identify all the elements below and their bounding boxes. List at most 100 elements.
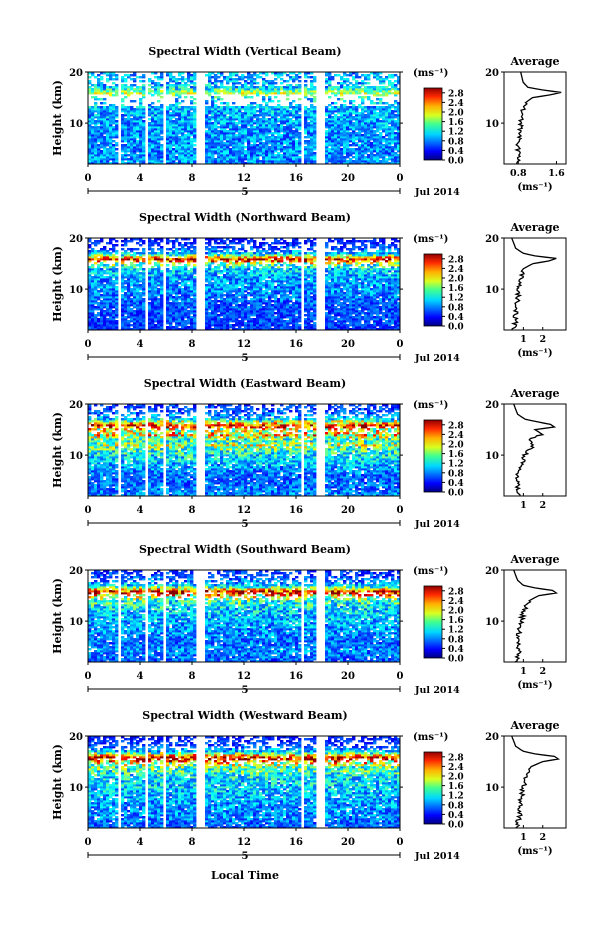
heatmap-cell [91,152,95,155]
heatmap-cell [277,162,281,165]
heatmap-cell [217,268,221,271]
heatmap-cell [100,274,104,277]
heatmap-cell [157,248,161,251]
heatmap-cell [379,150,383,153]
heatmap-cell [340,126,344,129]
heatmap-cell [148,140,152,143]
heatmap-cell [331,108,335,111]
heatmap-cell [340,76,344,79]
heatmap-cell [226,102,230,105]
heatmap-cell [385,126,389,129]
heatmap-cell [274,96,278,99]
heatmap-cell [166,276,170,279]
heatmap-cell [193,138,197,141]
heatmap-cell [133,260,137,263]
heatmap-cell [208,92,212,95]
heatmap-cell [349,88,353,91]
heatmap-cell [109,154,113,157]
heatmap-cell [178,276,182,279]
heatmap-cell [175,308,179,311]
heatmap-cell [391,74,395,77]
heatmap-cell [334,130,338,133]
heatmap-cell [397,90,401,93]
heatmap-cell [151,140,155,143]
heatmap-cell [367,146,371,149]
heatmap-cell [304,114,308,117]
heatmap-cell [178,140,182,143]
heatmap-cell [214,140,218,143]
heatmap-cell [334,148,338,151]
heatmap-cell [313,116,317,119]
heatmap-cell [193,102,197,105]
heatmap-cell [175,260,179,263]
heatmap-cell [106,80,110,83]
heatmap-cell [154,298,158,301]
heatmap-cell [364,150,368,153]
heatmap-cell [313,124,317,127]
heatmap-cell [343,142,347,145]
heatmap-cell [124,154,128,157]
heatmap-cell [358,120,362,123]
heatmap-cell [133,278,137,281]
heatmap-cell [184,122,188,125]
heatmap-cell [310,142,314,145]
heatmap-cell [142,144,146,147]
heatmap-cell [256,140,260,143]
heatmap-cell [343,120,347,123]
heatmap-cell [181,142,185,145]
heatmap-cell [109,116,113,119]
heatmap-cell [208,328,212,331]
heatmap-cell [340,124,344,127]
heatmap-cell [109,242,113,245]
heatmap-cell [247,120,251,123]
heatmap-cell [256,130,260,133]
heatmap-cell [364,128,368,131]
heatmap-cell [142,248,146,251]
heatmap-cell [388,154,392,157]
heatmap-cell [310,146,314,149]
heatmap-cell [109,290,113,293]
heatmap-cell [367,76,371,79]
heatmap-cell [172,110,176,113]
heatmap-cell [328,122,332,125]
heatmap-cell [103,130,107,133]
heatmap-cell [367,106,371,109]
heatmap-cell [91,296,95,299]
heatmap-cell [217,132,221,135]
heatmap-cell [154,300,158,303]
day-label: 5 [242,187,249,198]
heatmap-cell [127,268,131,271]
heatmap-cell [226,104,230,107]
heatmap-cell [112,300,116,303]
heatmap-cell [367,162,371,165]
heatmap-cell [139,322,143,325]
heatmap-cell [106,92,110,95]
heatmap-cell [367,158,371,161]
heatmap-cell [94,116,98,119]
heatmap-cell [349,118,353,121]
heatmap-cell [100,282,104,285]
heatmap-cell [175,304,179,307]
heatmap-cell [307,142,311,145]
heatmap-cell [274,90,278,93]
heatmap-cell [115,132,119,135]
heatmap-cell [151,118,155,121]
heatmap-cell [121,120,125,123]
heatmap-cell [286,120,290,123]
heatmap-cell [265,148,269,151]
heatmap-cell [343,80,347,83]
heatmap-cell [109,270,113,273]
heatmap-cell [130,300,134,303]
heatmap-cell [328,72,332,75]
heatmap-cell [100,318,104,321]
heatmap-cell [271,92,275,95]
heatmap-cell [262,124,266,127]
heatmap-cell [184,84,188,87]
heatmap-cell [121,148,125,151]
heatmap-cell [112,78,116,81]
heatmap-cell [88,238,92,241]
heatmap-cell [160,104,164,107]
heatmap-cell [391,156,395,159]
heatmap-cell [226,146,230,149]
heatmap-cell [256,126,260,129]
